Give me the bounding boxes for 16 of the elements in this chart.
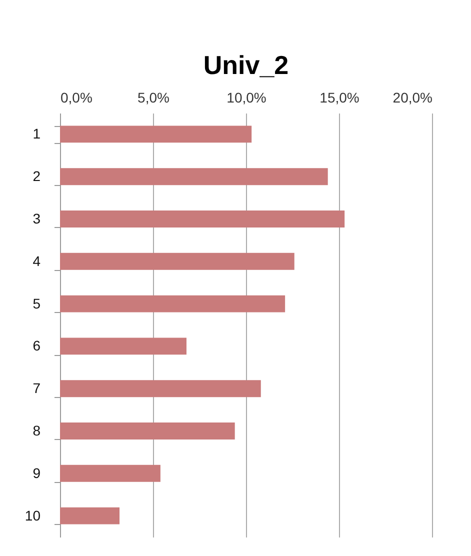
y-tick-label: 10	[24, 507, 41, 524]
y-tick-label: 2	[32, 168, 41, 184]
y-tick-label: 9	[32, 464, 41, 481]
x-tick-label: 10,0%	[226, 90, 266, 106]
x-tick-label: 20,0%	[392, 90, 432, 106]
x-tick-label: 0,0%	[60, 90, 92, 106]
y-tick-label: 3	[32, 210, 41, 226]
y-tick-label: 6	[32, 338, 41, 354]
chart-title: Univ_2	[203, 50, 289, 80]
y-tick-label: 7	[32, 380, 41, 396]
x-tick-label: 5,0%	[138, 90, 170, 106]
y-tick-label: 1	[32, 126, 41, 142]
y-tick-label: 8	[32, 422, 41, 438]
y-tick-label: 4	[32, 252, 41, 269]
y-tick-label: 5	[32, 295, 41, 312]
x-tick-label: 15,0%	[320, 90, 360, 106]
